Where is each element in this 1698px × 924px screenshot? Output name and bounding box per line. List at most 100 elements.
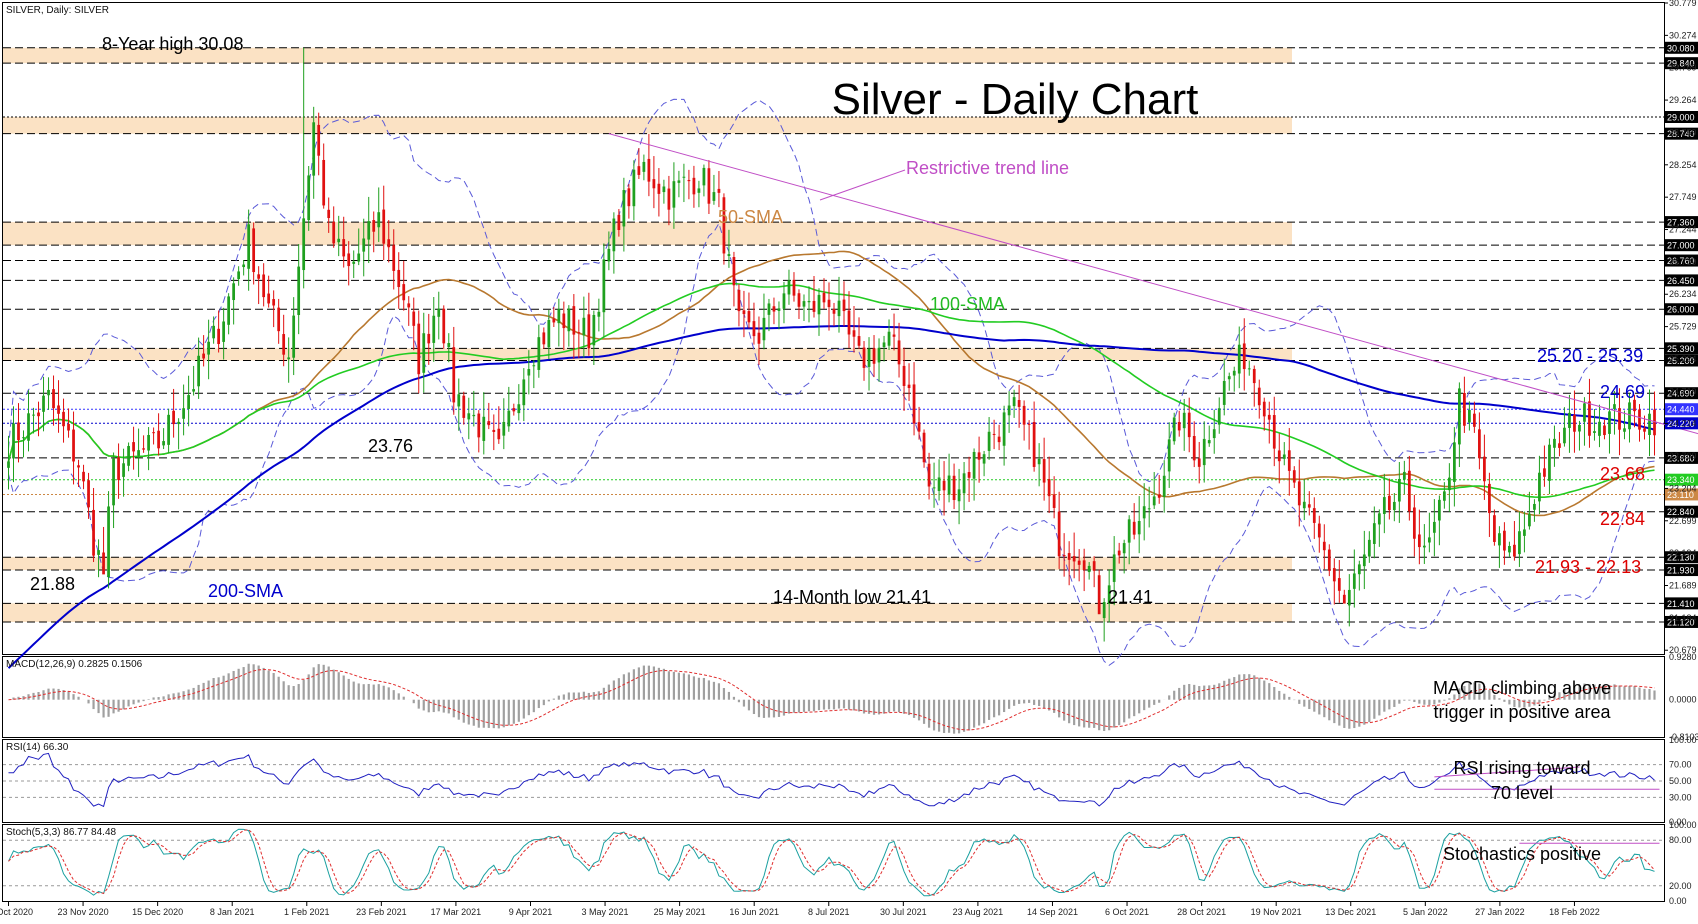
- price-label-bg-8: [1665, 303, 1698, 316]
- sr-zone-3: [3, 348, 1292, 361]
- candle-body: [1042, 459, 1046, 483]
- sr-zone-5: [3, 603, 1292, 622]
- annotation-low-21-88: 21.88: [30, 574, 75, 594]
- candle-body: [912, 384, 916, 424]
- x-tick-label-0: 30 Oct 2020: [0, 907, 33, 917]
- candle-body: [107, 506, 110, 578]
- stoch-panel-header: Stoch(5,3,3) 86.77 84.48: [6, 827, 117, 838]
- candle-body: [747, 311, 751, 323]
- price-label-bg-13: [1665, 417, 1698, 430]
- candle-body: [487, 421, 491, 426]
- candle-body: [112, 458, 115, 506]
- candle-body: [1022, 405, 1026, 425]
- candle-body: [1202, 438, 1206, 466]
- candle-body: [27, 413, 30, 441]
- candle-body: [702, 167, 706, 186]
- candle-body: [1137, 520, 1141, 535]
- price-tick-4: 28.759: [1669, 127, 1697, 137]
- price-label-bg-12: [1665, 403, 1698, 416]
- x-tick-label-2: 15 Dec 2020: [132, 907, 183, 917]
- candle-body: [542, 332, 546, 345]
- candle-body: [1102, 602, 1106, 619]
- candle-body: [297, 266, 301, 316]
- candle-body: [452, 347, 456, 403]
- candle-body: [807, 300, 811, 303]
- candle-body: [277, 307, 281, 332]
- candle-body: [407, 303, 411, 308]
- x-tick-label-7: 9 Apr 2021: [509, 907, 553, 917]
- candle-body: [167, 414, 170, 445]
- candle-body: [742, 310, 746, 315]
- price-tick-16: 22.699: [1669, 516, 1697, 526]
- candle-body: [1307, 504, 1311, 508]
- price-label-6: 26.760: [1667, 256, 1695, 266]
- candle-body: [967, 472, 971, 478]
- candle-body: [132, 442, 135, 452]
- sr-zone-1: [3, 117, 1292, 134]
- price-label-8: 26.000: [1667, 305, 1695, 315]
- candle-body: [1172, 417, 1176, 442]
- candle-body: [1598, 421, 1601, 436]
- candle-body: [57, 405, 60, 414]
- rsi-comment-line-2: 70 level: [1491, 783, 1553, 803]
- candle-body: [1528, 513, 1531, 527]
- candle-body: [877, 347, 881, 363]
- candle-body: [1312, 508, 1316, 523]
- price-tick-6: 27.749: [1669, 192, 1697, 202]
- candle-body: [182, 408, 185, 419]
- candle-body: [317, 124, 321, 156]
- candle-body: [1493, 515, 1496, 542]
- price-label-bg-14: [1665, 451, 1698, 464]
- x-tick-label-10: 16 Jun 2021: [729, 907, 779, 917]
- price-tick-12: 24.719: [1669, 386, 1697, 396]
- 50-sma-line: [7, 250, 1655, 517]
- candle-body: [212, 325, 216, 339]
- annotation-low-21-41: 21.41: [1108, 587, 1153, 607]
- x-tick-label-16: 28 Oct 2021: [1177, 907, 1226, 917]
- candle-body: [427, 333, 431, 344]
- candle-body: [337, 238, 341, 243]
- candle-body: [1267, 414, 1271, 420]
- chart-title: Silver - Daily Chart: [832, 75, 1199, 124]
- candle-body: [997, 436, 1001, 443]
- candle-body: [137, 450, 140, 456]
- candle-body: [1372, 523, 1376, 544]
- candle-body: [532, 365, 536, 367]
- candle-body: [1593, 431, 1596, 433]
- candle-body: [1182, 412, 1186, 429]
- candle-body: [1483, 456, 1486, 482]
- candle-body: [662, 186, 666, 193]
- candle-body: [952, 475, 956, 501]
- candle-body: [667, 188, 671, 210]
- price-tick-13: 24.214: [1669, 419, 1697, 429]
- candle-body: [1192, 436, 1196, 461]
- price-label-bg-18: [1665, 551, 1698, 564]
- candle-body: [197, 355, 200, 387]
- candle-body: [1052, 494, 1056, 508]
- price-label-bg-21: [1665, 615, 1698, 628]
- candle-body: [1167, 439, 1171, 472]
- candle-body: [757, 332, 761, 344]
- candle-body: [77, 465, 80, 468]
- candle-body: [257, 274, 261, 279]
- price-label-18: 22.130: [1667, 553, 1695, 563]
- candle-body: [782, 293, 786, 309]
- rsi-panel-header: RSI(14) 66.30: [6, 742, 69, 753]
- annotation-resistance-24-69: 24.69: [1600, 382, 1645, 402]
- candle-body: [342, 239, 346, 257]
- candle-body: [1027, 423, 1031, 425]
- price-label-16: 23.110: [1667, 490, 1694, 500]
- candle-body: [442, 308, 446, 344]
- candle-body: [847, 310, 851, 335]
- candle-body: [1513, 544, 1516, 557]
- candle-body: [1347, 589, 1351, 606]
- candle-body: [502, 421, 506, 436]
- candle-body: [362, 238, 366, 252]
- rsi-tick-4: 0.00: [1669, 817, 1687, 827]
- candle-body: [977, 452, 981, 460]
- candle-body: [302, 218, 306, 271]
- price-tick-15: 23.204: [1669, 483, 1697, 493]
- candle-body: [1337, 578, 1341, 591]
- candle-body: [1588, 401, 1591, 436]
- candle-body: [1543, 468, 1546, 477]
